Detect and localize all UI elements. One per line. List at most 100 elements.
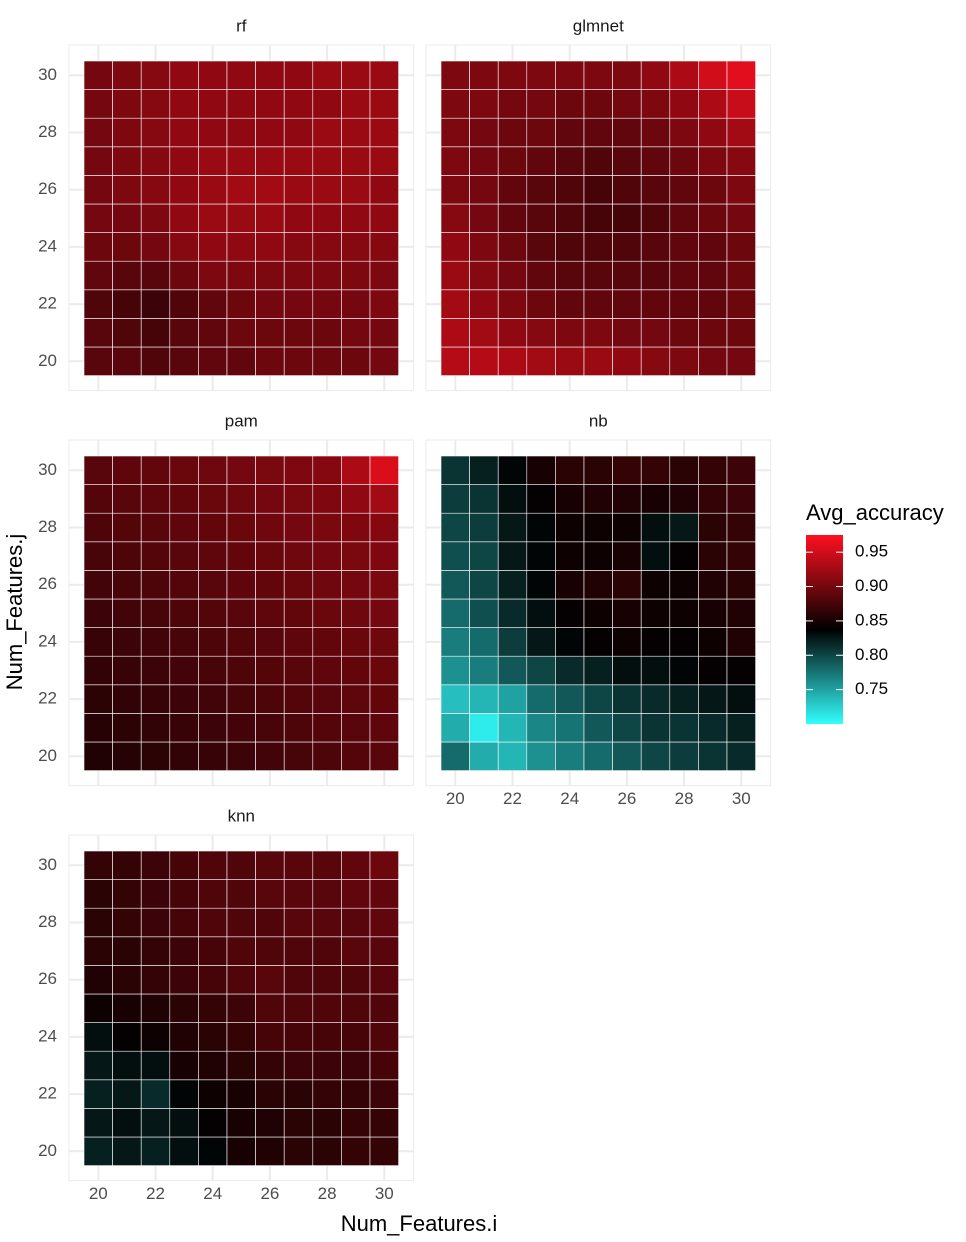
x-tick-label: 30	[375, 1184, 394, 1203]
heatmap-cell	[255, 260, 285, 291]
heatmap-cell	[726, 203, 756, 233]
heatmap-cell	[198, 936, 228, 966]
heatmap-cell	[369, 936, 399, 966]
heatmap-cell	[612, 541, 642, 571]
heatmap-cell	[312, 1079, 342, 1109]
heatmap-cell	[497, 598, 528, 628]
heatmap-cell	[640, 713, 671, 743]
heatmap-cell	[583, 289, 613, 319]
heatmap-cell	[140, 260, 171, 291]
heatmap-cell	[469, 175, 499, 205]
colorbar-tick-label: 0.90	[855, 576, 888, 595]
heatmap-cell	[312, 1022, 342, 1052]
heatmap-cell	[726, 175, 756, 205]
heatmap-cell	[283, 936, 314, 966]
heatmap-cell	[369, 318, 399, 348]
heatmap-cell	[369, 260, 399, 291]
heatmap-cell	[312, 455, 342, 485]
heatmap-cell	[226, 598, 256, 628]
heatmap-cell	[369, 203, 399, 233]
heatmap-cell	[112, 89, 142, 119]
heatmap-cell	[255, 965, 285, 995]
heatmap-cell	[555, 741, 585, 771]
heatmap-cell	[698, 203, 728, 233]
x-tick-label: 22	[503, 789, 522, 808]
heatmap-cell	[497, 175, 528, 205]
heatmap-cell	[226, 850, 256, 880]
heatmap-cell	[140, 541, 171, 571]
heatmap-cell	[669, 455, 699, 485]
y-tick-label: 26	[38, 574, 57, 593]
heatmap-cell	[726, 232, 756, 262]
heatmap-cell	[283, 346, 314, 376]
heatmap-cell	[583, 117, 613, 148]
heatmap-cell	[583, 512, 613, 543]
heatmap-cell	[112, 1022, 142, 1052]
heatmap-cell	[583, 318, 613, 348]
heatmap-cell	[169, 203, 199, 233]
heatmap-cell	[640, 484, 671, 514]
heatmap-cell	[526, 598, 556, 628]
heatmap-cell	[283, 965, 314, 995]
heatmap-cell	[526, 117, 556, 148]
heatmap-cell	[83, 289, 113, 319]
heatmap-cell	[440, 655, 470, 686]
heatmap-cell	[726, 60, 756, 90]
heatmap-cell	[469, 260, 499, 291]
heatmap-cell	[112, 60, 142, 90]
heatmap-cell	[726, 684, 756, 714]
heatmap-cell	[698, 484, 728, 514]
heatmap-cell	[283, 1108, 314, 1138]
heatmap-cell	[440, 541, 470, 571]
heatmap-cell	[140, 512, 171, 543]
heatmap-cell	[369, 907, 399, 938]
heatmap-cell	[341, 232, 371, 262]
heatmap-cell	[497, 684, 528, 714]
heatmap-cell	[726, 318, 756, 348]
heatmap-cell	[640, 570, 671, 600]
heatmap-cell	[198, 289, 228, 319]
heatmap-cell	[440, 89, 470, 119]
x-tick-label: 22	[146, 1184, 165, 1203]
heatmap-cell	[140, 965, 171, 995]
heatmap-cell	[283, 541, 314, 571]
heatmap-cell	[583, 541, 613, 571]
colorbar	[806, 535, 843, 724]
heatmap-cell	[140, 203, 171, 233]
heatmap-cell	[169, 627, 199, 657]
heatmap-cell	[226, 713, 256, 743]
heatmap-cell	[112, 655, 142, 686]
heatmap-cell	[640, 318, 671, 348]
heatmap-cell	[640, 655, 671, 686]
heatmap-cell	[83, 993, 113, 1023]
heatmap-cell	[497, 89, 528, 119]
heatmap-cell	[341, 203, 371, 233]
heatmap-cell	[226, 541, 256, 571]
heatmap-cell	[83, 455, 113, 485]
heatmap-cell	[669, 260, 699, 291]
heatmap-cell	[169, 936, 199, 966]
heatmap-cell	[226, 741, 256, 771]
heatmap-cell	[612, 455, 642, 485]
heatmap-cell	[698, 541, 728, 571]
heatmap-cell	[283, 1050, 314, 1081]
heatmap-cell	[640, 598, 671, 628]
heatmap-cell	[255, 850, 285, 880]
heatmap-cell	[169, 879, 199, 909]
heatmap-cell	[698, 455, 728, 485]
heatmap-cell	[698, 146, 728, 176]
heatmap-cell	[369, 512, 399, 543]
heatmap-cell	[440, 484, 470, 514]
heatmap-cell	[169, 89, 199, 119]
heatmap-cell	[369, 713, 399, 743]
heatmap-cell	[226, 60, 256, 90]
heatmap-cell	[669, 60, 699, 90]
heatmap-cell	[369, 1079, 399, 1109]
heatmap-cell	[726, 89, 756, 119]
heatmap-cell	[726, 146, 756, 176]
heatmap-cell	[440, 598, 470, 628]
heatmap-cell	[83, 203, 113, 233]
heatmap-cell	[669, 318, 699, 348]
heatmap-cell	[369, 741, 399, 771]
heatmap-cell	[583, 60, 613, 90]
